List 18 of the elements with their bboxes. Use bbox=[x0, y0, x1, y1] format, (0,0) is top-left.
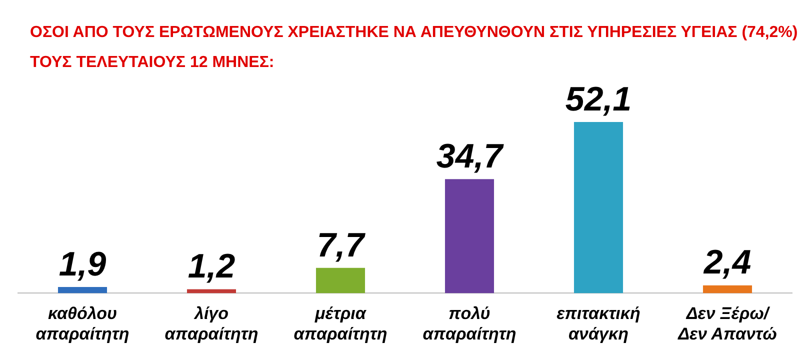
x-tick-label: Δεν Ξέρω/ Δεν Απαντώ bbox=[677, 304, 777, 344]
x-tick-label: λίγο απαραίτητη bbox=[164, 304, 258, 344]
data-label: 2,4 bbox=[702, 244, 752, 282]
data-label: 1,9 bbox=[58, 245, 106, 284]
x-tick-label: καθόλου απαραίτητη bbox=[36, 304, 130, 344]
data-label: 34,7 bbox=[436, 138, 505, 176]
chart-title: ΟΣΟΙ ΑΠΟ ΤΟΥΣ ΕΡΩΤΩΜΕΝΟΥΣ ΧΡΕΙΑΣΤΗΚΕ ΝΑ ΑΠΕΥΘΥΝΘΟΥΝ ΣΤΙΣ ΥΠΗΡΕΣΙΕΣ ΥΓΕΙΑΣ (74,2%) ΤΟΥΣ ΤΕΛΕΥΤΑΙΟΥΣ 12 ΜΗΝΕΣ: bbox=[29, 23, 799, 73]
bar bbox=[574, 122, 624, 294]
x-tick-label: μέτρια απαραίτητη bbox=[294, 304, 388, 344]
data-label: 1,2 bbox=[188, 248, 236, 286]
x-tick-label: επιτακτική ανάγκη bbox=[556, 304, 640, 344]
data-label: 7,7 bbox=[316, 226, 366, 264]
bar bbox=[702, 285, 752, 294]
x-tick-label: πολύ απαραίτητη bbox=[422, 304, 516, 344]
bar bbox=[444, 179, 494, 294]
bar bbox=[58, 286, 108, 294]
bar bbox=[316, 268, 366, 294]
data-label: 52,1 bbox=[565, 80, 632, 118]
